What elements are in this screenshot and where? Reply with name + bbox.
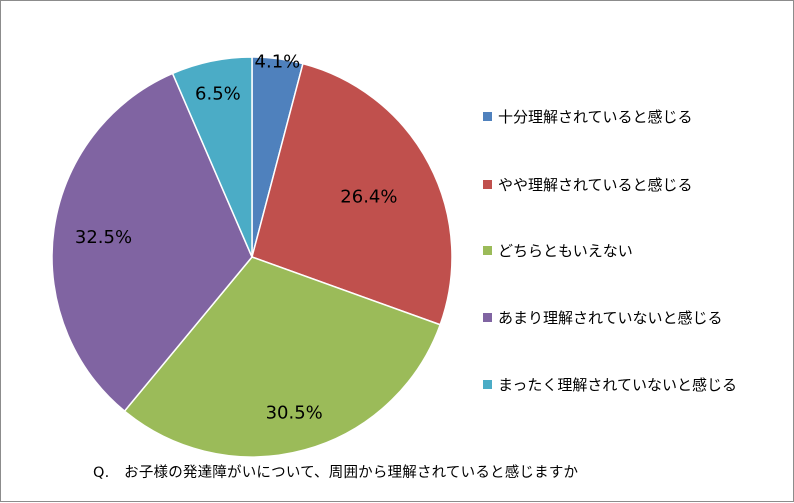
question-text: Q. お子様の発達障がいについて、周囲から理解されていると感じますか	[93, 465, 579, 481]
legend-swatch	[483, 179, 492, 189]
legend-label: 十分理解されていると感じる	[498, 107, 693, 126]
legend-label: まったく理解されていないと感じる	[498, 375, 737, 394]
legend-item-2: やや理解されていると感じる	[483, 172, 693, 196]
data-label-3: 30.5%	[266, 402, 323, 423]
pie-slice-3	[123, 256, 442, 458]
pie-slice-2	[251, 62, 453, 326]
legend-label: どちらともいえない	[498, 241, 633, 260]
legend-item-4: あまり理解されていないと感じる	[483, 305, 723, 329]
legend-swatch	[483, 245, 492, 255]
legend-swatch	[483, 111, 492, 121]
data-label-1: 4.1%	[255, 52, 301, 73]
legend-item-5: まったく理解されていないと感じる	[483, 372, 737, 396]
legend-item-1: 十分理解されていると感じる	[483, 104, 693, 128]
legend-swatch	[483, 312, 492, 322]
data-label-5: 6.5%	[195, 84, 241, 105]
legend-item-3: どちらともいえない	[483, 238, 633, 262]
data-label-4: 32.5%	[75, 227, 132, 248]
pie-slice-4	[51, 72, 253, 413]
pie-slice-5	[171, 56, 253, 258]
data-label-2: 26.4%	[340, 187, 397, 208]
legend-label: やや理解されていると感じる	[498, 175, 693, 194]
legend-label: あまり理解されていないと感じる	[498, 308, 723, 327]
legend-swatch	[483, 379, 492, 389]
